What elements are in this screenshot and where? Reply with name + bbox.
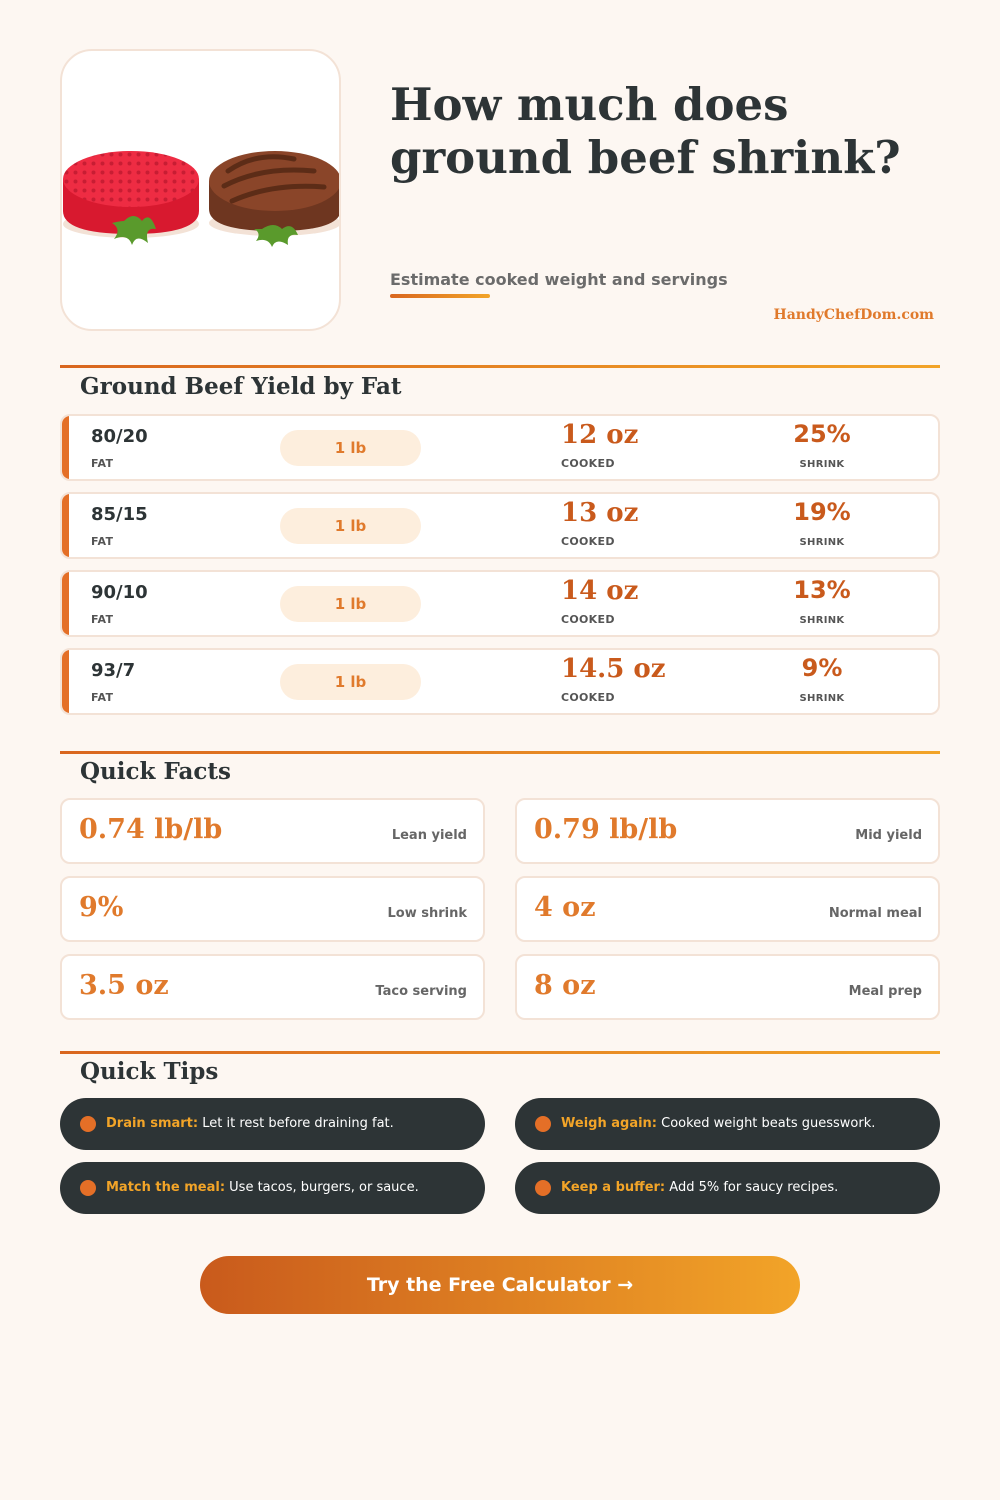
tip-pill: Weigh again: Cooked weight beats guesswo…	[515, 1098, 940, 1150]
facts-section-title: Quick Facts	[80, 758, 231, 785]
fact-label: Lean yield	[391, 828, 467, 843]
cooked-weight: 14.5 oz	[561, 654, 666, 684]
section-divider	[60, 1051, 940, 1054]
brand-link[interactable]: HandyChefDom.com	[773, 307, 935, 323]
fact-card: 0.79 lb/lb Mid yield	[515, 798, 940, 864]
tip-pill: Keep a buffer: Add 5% for saucy recipes.	[515, 1162, 940, 1214]
fact-label: Meal prep	[848, 984, 922, 999]
tip-text: Add 5% for saucy recipes.	[669, 1180, 839, 1195]
orange-dot-icon	[535, 1180, 551, 1196]
yield-row: 90/10 FAT 1 lb 14 oz COOKED 13% SHRINK	[60, 570, 940, 637]
fat-label: FAT	[91, 535, 114, 548]
row-accent-bar	[62, 416, 69, 479]
fact-label: Normal meal	[828, 906, 922, 921]
fact-card: 8 oz Meal prep	[515, 954, 940, 1020]
shrink-label: SHRINK	[799, 459, 845, 470]
fat-ratio: 90/10	[91, 582, 148, 603]
page-subtitle: Estimate cooked weight and servings	[390, 270, 728, 289]
fact-card: 9% Low shrink	[60, 876, 485, 942]
fat-label: FAT	[91, 457, 114, 470]
tips-section-title: Quick Tips	[80, 1058, 219, 1085]
subtitle-underline	[390, 294, 490, 298]
tip-heading: Drain smart:	[106, 1116, 199, 1131]
tip-text: Use tacos, burgers, or sauce.	[229, 1180, 419, 1195]
fact-card: 3.5 oz Taco serving	[60, 954, 485, 1020]
tip-heading: Keep a buffer:	[561, 1180, 666, 1195]
shrink-percent: 25%	[793, 420, 851, 448]
tip-heading: Weigh again:	[561, 1116, 657, 1131]
row-accent-bar	[62, 572, 69, 635]
fact-value: 9%	[79, 892, 124, 923]
yield-row: 80/20 FAT 1 lb 12 oz COOKED 25% SHRINK	[60, 414, 940, 481]
raw-weight-pill: 1 lb	[280, 664, 421, 700]
hero-illustration-card	[60, 49, 341, 331]
raw-weight-pill: 1 lb	[280, 430, 421, 466]
tip-pill: Drain smart: Let it rest before draining…	[60, 1098, 485, 1150]
fat-ratio: 80/20	[91, 426, 148, 447]
orange-dot-icon	[535, 1116, 551, 1132]
shrink-label: SHRINK	[799, 537, 845, 548]
shrink-label: SHRINK	[799, 693, 845, 704]
tip-text: Let it rest before draining fat.	[202, 1116, 394, 1131]
shrink-percent: 19%	[793, 498, 851, 526]
tip-heading: Match the meal:	[106, 1180, 226, 1195]
row-accent-bar	[62, 494, 69, 557]
fat-ratio: 85/15	[91, 504, 148, 525]
fat-label: FAT	[91, 613, 114, 626]
fat-label: FAT	[91, 691, 114, 704]
fact-label: Mid yield	[855, 828, 922, 843]
cooked-label: COOKED	[561, 457, 615, 470]
raw-patty-icon	[63, 151, 199, 245]
cooked-patty-icon	[209, 151, 339, 247]
fact-value: 8 oz	[534, 970, 596, 1001]
fact-value: 0.74 lb/lb	[79, 814, 223, 845]
fact-value: 3.5 oz	[79, 970, 169, 1001]
fact-value: 4 oz	[534, 892, 596, 923]
shrink-percent: 13%	[793, 576, 851, 604]
cooked-weight: 13 oz	[561, 498, 639, 528]
fact-label: Low shrink	[387, 906, 467, 921]
tip-pill: Match the meal: Use tacos, burgers, or s…	[60, 1162, 485, 1214]
fat-ratio: 93/7	[91, 660, 136, 681]
fact-card: 4 oz Normal meal	[515, 876, 940, 942]
shrink-label: SHRINK	[799, 615, 845, 626]
shrink-percent: 9%	[801, 654, 843, 682]
yield-row: 85/15 FAT 1 lb 13 oz COOKED 19% SHRINK	[60, 492, 940, 559]
yield-section-title: Ground Beef Yield by Fat	[80, 373, 402, 400]
yield-row: 93/7 FAT 1 lb 14.5 oz COOKED 9% SHRINK	[60, 648, 940, 715]
section-divider	[60, 365, 940, 368]
section-divider	[60, 751, 940, 754]
fact-label: Taco serving	[375, 984, 467, 999]
patty-illustration	[63, 151, 339, 247]
cooked-weight: 14 oz	[561, 576, 639, 606]
fact-value: 0.79 lb/lb	[534, 814, 678, 845]
free-calculator-button[interactable]: Try the Free Calculator →	[200, 1256, 800, 1314]
orange-dot-icon	[80, 1116, 96, 1132]
orange-dot-icon	[80, 1180, 96, 1196]
raw-weight-pill: 1 lb	[280, 508, 421, 544]
cooked-label: COOKED	[561, 691, 615, 704]
page-title: How much does ground beef shrink?	[390, 78, 901, 184]
tip-text: Cooked weight beats guesswork.	[661, 1116, 876, 1131]
raw-weight-pill: 1 lb	[280, 586, 421, 622]
cooked-label: COOKED	[561, 535, 615, 548]
fact-card: 0.74 lb/lb Lean yield	[60, 798, 485, 864]
cooked-label: COOKED	[561, 613, 615, 626]
cooked-weight: 12 oz	[561, 420, 639, 450]
row-accent-bar	[62, 650, 69, 713]
